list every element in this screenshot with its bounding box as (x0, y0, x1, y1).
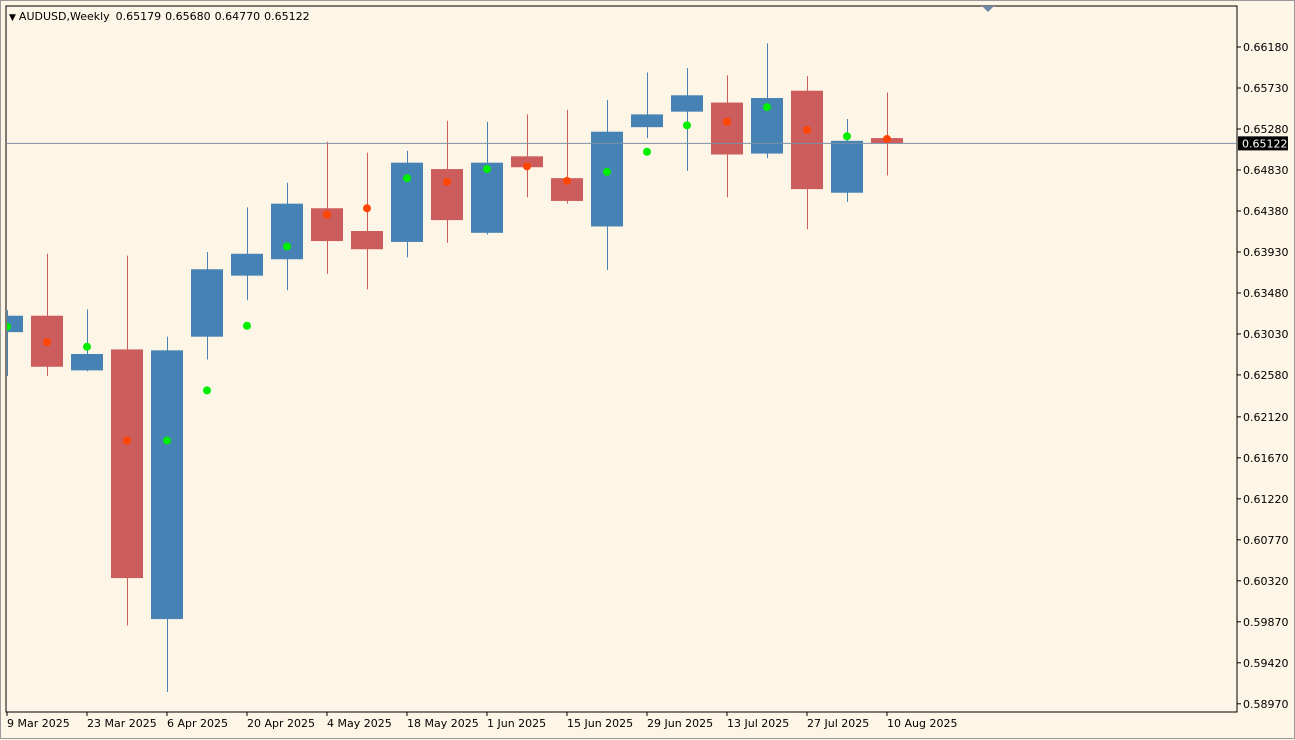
close-value: 0.65122 (264, 10, 310, 23)
x-tick-label: 18 May 2025 (407, 717, 479, 730)
indicator-dot (723, 117, 731, 126)
candle-body (271, 203, 303, 260)
candle-body (591, 131, 623, 227)
indicator-dot (603, 167, 611, 176)
current-price-tag (1238, 136, 1288, 151)
candle-body (71, 353, 103, 371)
axes: 0.66180 0.65730 0.65280 0.64830 0.64380 0.639… (5, 5, 1289, 730)
candle-body (671, 95, 703, 112)
dropdown-triangle-icon[interactable]: ▼ (9, 13, 16, 23)
indicator-dot (243, 321, 251, 330)
indicator-dot (803, 125, 811, 134)
indicator-dot (123, 436, 131, 445)
candle-body (471, 162, 503, 233)
y-tick-label: 0.63030 (1243, 328, 1289, 341)
y-tick-label: 0.63930 (1243, 246, 1289, 259)
x-tick-label: 15 Jun 2025 (567, 717, 633, 730)
symbol-label: AUDUSD,Weekly (18, 10, 110, 23)
indicator-dot (763, 103, 771, 112)
x-tick-label: 13 Jul 2025 (727, 717, 789, 730)
indicator-dot (363, 204, 371, 213)
y-tick-label: 0.64830 (1243, 164, 1289, 177)
indicator-dot (443, 177, 451, 186)
x-tick-label: 10 Aug 2025 (887, 717, 957, 730)
indicator-dot (403, 174, 411, 183)
y-tick-label: 0.59870 (1243, 616, 1289, 629)
indicator-dot (563, 176, 571, 185)
y-tick-label: 0.60320 (1243, 575, 1289, 588)
y-tick-label: 0.61670 (1243, 452, 1289, 465)
chart-header: ▼ AUDUSD,Weekly 0.65179 0.65680 0.64770 0.651… (9, 9, 314, 25)
y-tick-label: 0.62580 (1243, 369, 1289, 382)
indicator-dot (523, 162, 531, 171)
indicator-dot (643, 147, 651, 156)
y-tick-label: 0.66180 (1243, 41, 1289, 54)
y-tick-label: 0.65280 (1243, 123, 1289, 136)
indicator-dot (43, 338, 51, 347)
x-tick-label: 23 Mar 2025 (87, 717, 157, 730)
scroll-marker-icon (982, 6, 994, 12)
candle-body (791, 90, 823, 190)
y-tick-label: 0.58970 (1243, 698, 1289, 711)
indicator-dot (323, 210, 331, 219)
indicator-dot (843, 132, 851, 141)
candle-body (151, 350, 183, 620)
indicator-dot (83, 342, 91, 351)
high-value: 0.65680 (165, 10, 211, 23)
indicator-dot (683, 121, 691, 130)
x-tick-label: 1 Jun 2025 (487, 717, 546, 730)
y-tick-label: 0.61220 (1243, 493, 1289, 506)
y-tick-label: 0.64380 (1243, 205, 1289, 218)
current-price: 0.65122 (6, 136, 1288, 151)
y-tick-label: 0.60770 (1243, 534, 1289, 547)
current-price-label: 0.65122 (1242, 137, 1288, 150)
x-tick-label: 20 Apr 2025 (247, 717, 315, 730)
candle-body (631, 114, 663, 128)
indicator-dots (7, 103, 891, 445)
candle-body (231, 253, 263, 276)
y-tick-label: 0.62120 (1243, 411, 1289, 424)
candle-body (111, 349, 143, 579)
candle-body (351, 231, 383, 250)
indicator-dot (163, 436, 171, 445)
indicator-dot (283, 242, 291, 251)
plot-border (5, 5, 1238, 713)
x-tick-label: 27 Jul 2025 (807, 717, 869, 730)
candle-body (191, 269, 223, 337)
candle-body (831, 140, 863, 193)
candle-body (551, 178, 583, 201)
y-tick-label: 0.65730 (1243, 82, 1289, 95)
y-tick-label: 0.63480 (1243, 287, 1289, 300)
candle-body (711, 102, 743, 155)
candle-body (7, 315, 23, 333)
indicator-dot (7, 322, 11, 331)
candle-body (511, 156, 543, 168)
candles (7, 43, 903, 692)
indicator-dot (203, 386, 211, 395)
x-tick-label: 9 Mar 2025 (7, 717, 70, 730)
ohlc-values: 0.65179 0.65680 0.64770 0.65122 (116, 10, 314, 23)
x-tick-label: 4 May 2025 (327, 717, 392, 730)
candle-body (431, 169, 463, 221)
x-tick-label: 6 Apr 2025 (167, 717, 228, 730)
open-value: 0.65179 (115, 10, 162, 23)
y-tick-label: 0.59420 (1243, 657, 1289, 670)
x-tick-label: 29 Jun 2025 (647, 717, 713, 730)
low-value: 0.64770 (214, 10, 261, 23)
indicator-dot (883, 135, 891, 144)
indicator-dot (483, 165, 491, 174)
